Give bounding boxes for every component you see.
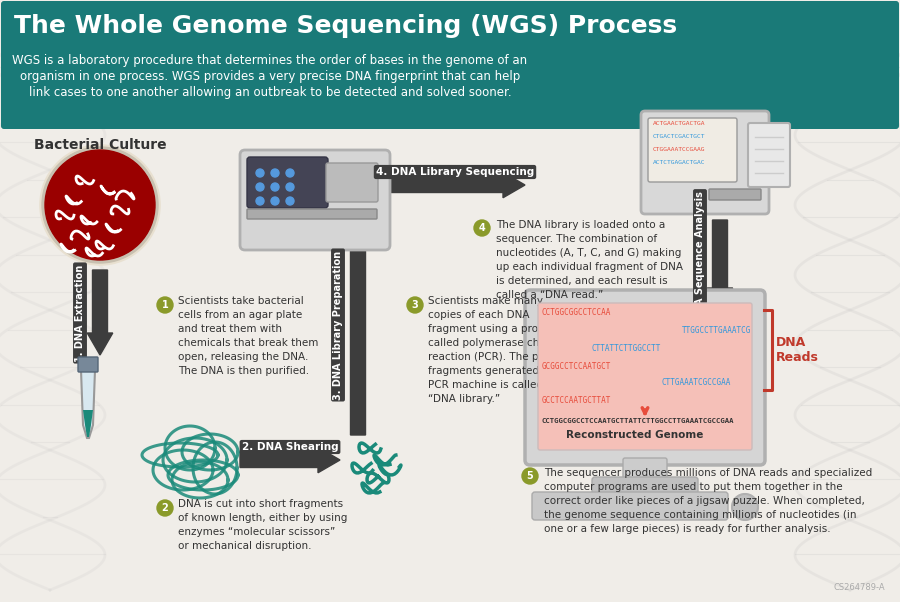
Text: DNA is cut into short fragments
of known length, either by using
enzymes “molecu: DNA is cut into short fragments of known… <box>178 499 347 551</box>
FancyBboxPatch shape <box>641 111 769 214</box>
Text: TTGGCCTTGAAATCG: TTGGCCTTGAAATCG <box>682 326 752 335</box>
Text: CTGACTCGACTGCT: CTGACTCGACTGCT <box>653 134 706 139</box>
FancyArrow shape <box>346 215 371 435</box>
FancyArrow shape <box>87 270 112 355</box>
Text: CTTATTCTTGGCCTT: CTTATTCTTGGCCTT <box>592 344 662 353</box>
Text: 5. DNA Sequence Analysis: 5. DNA Sequence Analysis <box>695 191 705 335</box>
Text: 2: 2 <box>162 503 168 513</box>
FancyBboxPatch shape <box>648 118 737 182</box>
Circle shape <box>732 494 758 520</box>
Circle shape <box>42 147 158 263</box>
FancyArrow shape <box>385 172 525 197</box>
Text: CTTGAAATCGCCGAA: CTTGAAATCGCCGAA <box>662 378 732 387</box>
Circle shape <box>271 169 279 177</box>
Text: link cases to one another allowing an outbreak to be detected and solved sooner.: link cases to one another allowing an ou… <box>29 86 511 99</box>
Circle shape <box>157 297 173 313</box>
Text: GCCTCCAATGCTTAT: GCCTCCAATGCTTAT <box>542 396 611 405</box>
Text: The Whole Genome Sequencing (WGS) Process: The Whole Genome Sequencing (WGS) Proces… <box>14 14 677 38</box>
FancyArrow shape <box>707 220 733 310</box>
Text: organism in one process. WGS provides a very precise DNA fingerprint that can he: organism in one process. WGS provides a … <box>20 70 520 83</box>
FancyBboxPatch shape <box>247 157 328 208</box>
FancyBboxPatch shape <box>538 303 752 450</box>
Polygon shape <box>81 370 95 438</box>
Circle shape <box>45 150 155 260</box>
Text: DNA
Reads: DNA Reads <box>776 336 819 364</box>
FancyArrow shape <box>240 447 340 473</box>
FancyBboxPatch shape <box>1 1 899 129</box>
Text: Scientists make many
copies of each DNA
fragment using a process
called polymera: Scientists make many copies of each DNA … <box>428 296 568 404</box>
Text: GCGGCCTCCAATGCT: GCGGCCTCCAATGCT <box>542 362 611 371</box>
Text: CCTGGCGGCCTCCAATGCTTATTCTTGGCCTTGAAATCGCCGAA: CCTGGCGGCCTCCAATGCTTATTCTTGGCCTTGAAATCGC… <box>542 418 734 424</box>
Text: 3: 3 <box>411 300 418 310</box>
Text: 2. DNA Shearing: 2. DNA Shearing <box>242 442 338 452</box>
Text: The DNA library is loaded onto a
sequencer. The combination of
nucleotides (A, T: The DNA library is loaded onto a sequenc… <box>496 220 683 300</box>
FancyBboxPatch shape <box>525 290 765 465</box>
Text: 5: 5 <box>526 471 534 481</box>
Text: CTGGAAATCCGAAG: CTGGAAATCCGAAG <box>653 147 706 152</box>
Text: ACTCTGAGACTGAC: ACTCTGAGACTGAC <box>653 160 706 165</box>
Circle shape <box>271 197 279 205</box>
Circle shape <box>522 468 538 484</box>
Text: 4. DNA Library Sequencing: 4. DNA Library Sequencing <box>376 167 534 177</box>
Circle shape <box>286 183 294 191</box>
Text: The sequencer produces millions of DNA reads and specialized
computer programs a: The sequencer produces millions of DNA r… <box>544 468 872 534</box>
FancyBboxPatch shape <box>532 492 728 520</box>
FancyBboxPatch shape <box>748 123 790 187</box>
Circle shape <box>256 197 264 205</box>
FancyBboxPatch shape <box>78 357 98 372</box>
Text: 1. DNA Extraction: 1. DNA Extraction <box>75 264 85 362</box>
Polygon shape <box>83 410 93 437</box>
Text: 4: 4 <box>479 223 485 233</box>
Text: Scientists take bacterial
cells from an agar plate
and treat them with
chemicals: Scientists take bacterial cells from an … <box>178 296 319 376</box>
Circle shape <box>256 169 264 177</box>
Circle shape <box>474 220 490 236</box>
FancyBboxPatch shape <box>709 189 761 200</box>
Circle shape <box>157 500 173 516</box>
Circle shape <box>407 297 423 313</box>
Circle shape <box>286 169 294 177</box>
Text: 3. DNA Library Preparation: 3. DNA Library Preparation <box>333 250 343 400</box>
Text: ACTGAACTGACTGA: ACTGAACTGACTGA <box>653 121 706 126</box>
Text: 1: 1 <box>162 300 168 310</box>
FancyBboxPatch shape <box>247 209 377 219</box>
FancyBboxPatch shape <box>592 477 698 495</box>
FancyBboxPatch shape <box>326 163 378 202</box>
Text: CCTGGCGGCCTCCAA: CCTGGCGGCCTCCAA <box>542 308 611 317</box>
Text: Bacterial Culture: Bacterial Culture <box>33 138 166 152</box>
Circle shape <box>256 183 264 191</box>
FancyBboxPatch shape <box>240 150 390 250</box>
Circle shape <box>286 197 294 205</box>
Text: Reconstructed Genome: Reconstructed Genome <box>566 430 704 440</box>
FancyBboxPatch shape <box>623 458 667 484</box>
Text: WGS is a laboratory procedure that determines the order of bases in the genome o: WGS is a laboratory procedure that deter… <box>13 54 527 67</box>
Circle shape <box>271 183 279 191</box>
Text: CS264789-A: CS264789-A <box>833 583 885 592</box>
